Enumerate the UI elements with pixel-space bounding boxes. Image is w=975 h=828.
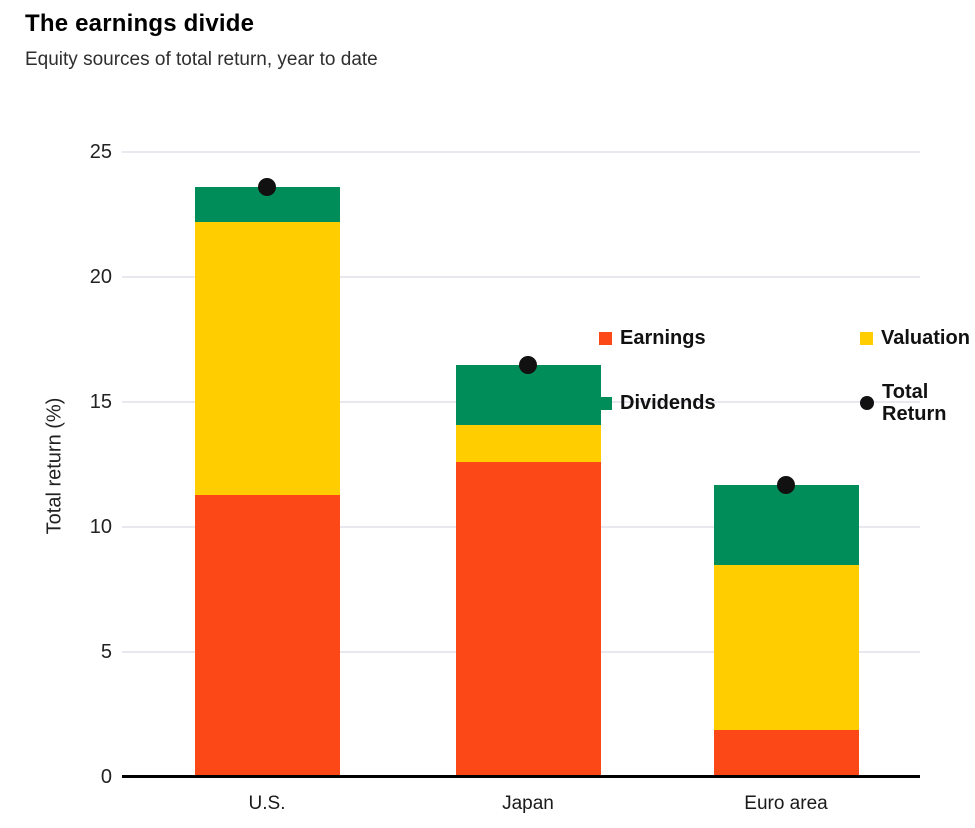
bar-segment-earnings [713,729,859,777]
y-tick-label: 25 [89,141,112,163]
bar-segment-dividends [455,364,601,425]
bar-u-s- [194,152,340,777]
bar-segment-valuation [713,564,859,730]
total-return-dot [777,475,795,494]
y-axis-title: Total return (%) [43,397,66,535]
chart-title: The earnings divide [25,10,255,37]
bar-segment-dividends [713,484,859,565]
chart-subtitle: Equity sources of total return, year to … [25,49,378,70]
y-tick-label: 10 [89,516,112,538]
legend-item-valuation: Valuation [860,327,970,349]
chart-legend: Earnings Valuation Dividends Total Return [599,327,970,425]
legend-label: Dividends [620,392,716,414]
category-label: Euro area [744,793,828,814]
legend-item-total-return: Total Return [860,381,970,425]
bar-segment-valuation [194,222,340,495]
y-tick-label: 15 [89,391,112,413]
legend-item-earnings: Earnings [599,327,860,349]
bar-segment-earnings [194,494,340,777]
gridline [122,151,920,153]
legend-label: Valuation [881,327,970,349]
y-tick-label: 0 [100,766,112,788]
category-label: Japan [502,793,554,814]
valuation-square-icon [860,331,873,345]
total-return-circle-icon [860,396,874,410]
total-return-dot [258,178,276,196]
y-tick-label: 20 [89,266,112,288]
legend-label: Earnings [620,327,706,349]
gridline [122,276,920,278]
legend-item-dividends: Dividends [599,381,860,425]
x-axis-line [122,775,920,778]
earnings-square-icon [599,331,612,345]
bar-segment-valuation [455,424,601,462]
dividends-square-icon [599,396,612,410]
bar-segment-earnings [455,462,601,777]
bar-euro-area [713,152,859,777]
total-return-dot [519,355,537,374]
category-label: U.S. [248,793,286,814]
legend-label: Total Return [882,381,947,425]
plot-area: Earnings Valuation Dividends Total Return [122,151,970,778]
y-tick-label: 5 [100,641,112,663]
bar-japan [455,152,601,777]
